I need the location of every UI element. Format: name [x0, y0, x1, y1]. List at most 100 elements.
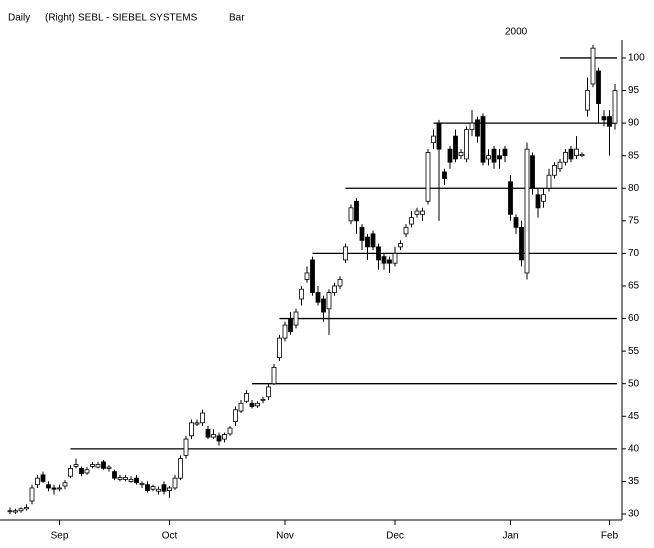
candle-body — [365, 236, 370, 248]
candle-body — [403, 226, 409, 235]
x-tick-label: Nov — [276, 531, 294, 542]
candle-body — [68, 467, 73, 477]
candle-body — [381, 256, 387, 264]
candle-body — [387, 259, 392, 264]
candle-body — [304, 272, 310, 280]
y-tick-label: 55 — [628, 346, 640, 357]
x-tick-label: Feb — [601, 531, 619, 542]
y-tick-label: 60 — [628, 313, 640, 324]
y-tick-label: 75 — [628, 215, 640, 226]
candle-body — [40, 474, 46, 482]
candle-body — [161, 484, 167, 492]
candle-body — [348, 207, 354, 222]
candle-body — [288, 318, 293, 332]
y-tick-label: 80 — [628, 183, 640, 194]
candle-body — [579, 153, 585, 157]
candle-body — [134, 477, 139, 484]
candle-body — [563, 152, 568, 163]
candle-body — [62, 482, 68, 487]
candle-body — [541, 194, 546, 202]
candle-body — [255, 402, 260, 407]
candle-body — [585, 90, 590, 111]
candle-body — [607, 116, 612, 127]
candle-body — [73, 464, 79, 467]
candle-body — [79, 467, 84, 475]
candle-body — [475, 119, 480, 137]
candle-body — [172, 477, 178, 489]
candle-body — [90, 464, 95, 467]
candle-body — [486, 155, 491, 160]
candle-body — [46, 484, 51, 489]
candle-body — [24, 507, 29, 510]
x-tick-label: Dec — [386, 531, 404, 542]
candle-body — [491, 148, 497, 163]
candle-body — [546, 174, 552, 189]
candle-body — [145, 484, 150, 491]
candle-body — [497, 155, 502, 160]
candle-body — [167, 487, 172, 491]
candle-body — [315, 292, 321, 303]
candle-body — [436, 122, 442, 150]
candle-body — [18, 508, 24, 512]
y-tick-label: 85 — [628, 150, 640, 161]
candle-body — [332, 285, 337, 293]
y-tick-label: 65 — [628, 281, 640, 292]
candle-body — [453, 135, 458, 160]
candle-body — [112, 471, 117, 479]
candle-body — [508, 181, 513, 215]
candle-body — [29, 487, 35, 502]
candle-body — [535, 194, 541, 209]
candle-body — [376, 246, 381, 261]
y-tick-label: 95 — [628, 85, 640, 96]
candle-body — [51, 487, 57, 490]
candle-body — [128, 479, 134, 482]
candle-body — [370, 233, 376, 248]
candle-body — [464, 129, 469, 160]
year-label: 2000 — [505, 27, 528, 38]
candle-body — [238, 402, 244, 412]
symbol: SEBL - SIEBEL SYSTEMS — [78, 13, 198, 24]
y-tick-label: 30 — [628, 509, 640, 520]
candle-body — [392, 253, 398, 264]
y-tick-label: 90 — [628, 118, 640, 129]
candle-body — [425, 152, 431, 202]
y-tick-label: 70 — [628, 248, 640, 259]
candle-body — [321, 298, 326, 313]
candle-body — [326, 292, 332, 310]
period: Daily — [8, 13, 30, 24]
y-tick-label: 40 — [628, 443, 640, 454]
candle-body — [442, 171, 447, 179]
candle-body — [271, 367, 277, 385]
candle-body — [183, 438, 189, 456]
candle-body — [233, 409, 238, 422]
candle-body — [293, 311, 299, 326]
candle-body — [211, 434, 216, 438]
candle-body — [7, 510, 13, 513]
x-tick-label: Jan — [502, 531, 518, 542]
candle-body — [568, 148, 574, 160]
candle-body — [249, 402, 255, 407]
candle-body — [277, 337, 282, 359]
candle-body — [189, 422, 194, 437]
candle-body — [590, 47, 596, 85]
y-tick-label: 100 — [628, 53, 645, 64]
candle-body — [337, 279, 343, 287]
candle-body — [596, 70, 601, 104]
candle-body — [57, 487, 62, 490]
candle-body — [282, 324, 288, 339]
candle-body — [513, 217, 519, 228]
candle-body — [178, 458, 183, 479]
x-tick-label: Oct — [162, 531, 178, 542]
candle-body — [35, 477, 40, 486]
axis-side: (Right) — [45, 13, 75, 24]
candle-body — [414, 210, 420, 215]
candle-body — [359, 226, 365, 241]
candle-body — [194, 422, 200, 425]
candle-body — [601, 116, 607, 121]
candle-body — [409, 217, 414, 225]
candle-body — [266, 386, 271, 398]
candle-body — [612, 90, 618, 124]
candle-body — [106, 466, 112, 469]
candle-body — [227, 427, 233, 435]
